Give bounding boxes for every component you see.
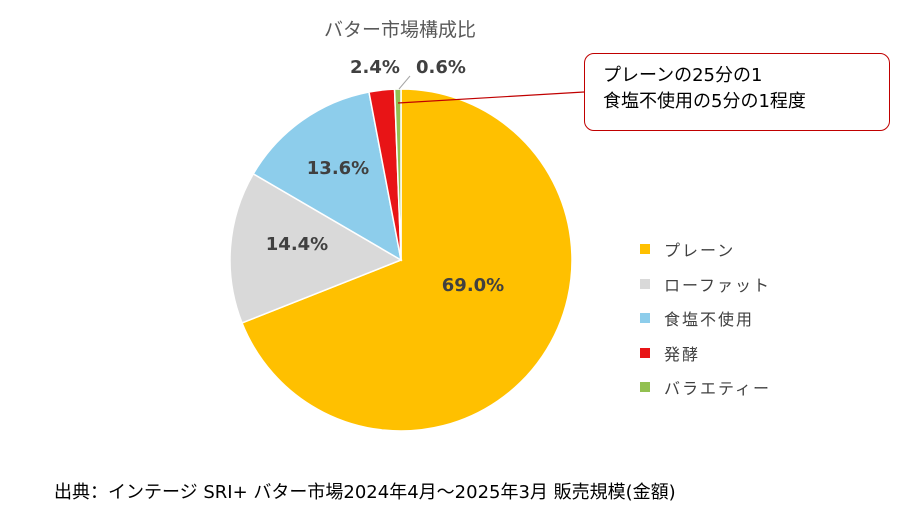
legend-label: プレーン [664,241,736,261]
legend-item: 発酵 [640,336,771,371]
legend-item: バラエティー [640,370,771,405]
legend-item: プレーン [640,232,771,267]
legend-swatch [640,244,650,255]
legend-label: 発酵 [664,344,701,364]
chart-title: バター市場構成比 [323,19,476,41]
legend-swatch [640,382,650,393]
data-label: 13.6% [307,158,369,179]
annotation-line-1: プレーンの25分の1 [603,65,763,86]
chart-legend: プレーン ローファット 食塩不使用 発酵 バラエティー [640,232,771,405]
legend-label: バラエティー [664,379,772,399]
label-leader-line [398,75,411,90]
pie-slice [229,172,403,324]
data-label: 14.4% [266,234,328,255]
annotation-box: プレーンの25分の1 食塩不使用の5分の1程度 [584,53,890,131]
data-label: 69.0% [442,275,504,296]
annotation-line-2: 食塩不使用の5分の1程度 [603,91,806,112]
annotation-leader-line [397,91,585,104]
pie-slice [393,88,402,261]
source-note: 出典：インテージ SRI+ バター市場2024年4月～2025年3月 販売規模(… [54,482,676,503]
legend-swatch [640,347,650,358]
data-label: 2.4% [350,57,400,78]
legend-label: ローファット [664,275,772,295]
data-label: 0.6% [416,57,466,78]
legend-item: 食塩不使用 [640,301,771,336]
legend-item: ローファット [640,267,771,302]
pie-slice [252,91,403,262]
legend-label: 食塩不使用 [664,310,755,330]
legend-swatch [640,278,650,289]
pie-slice [241,88,573,432]
legend-swatch [640,313,650,324]
